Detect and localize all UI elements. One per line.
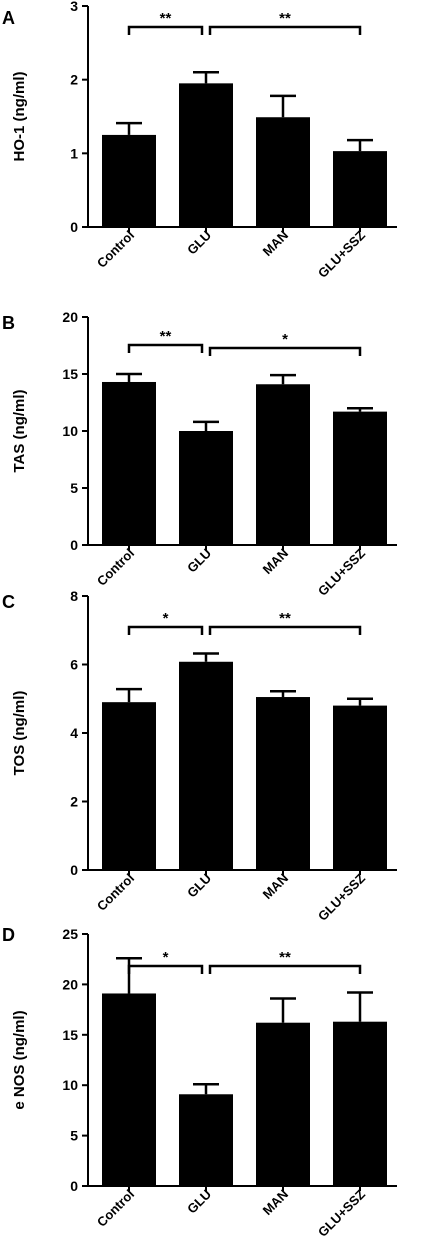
x-tick-label: GLU bbox=[184, 1187, 214, 1217]
y-axis-label: e NOS (ng/ml) bbox=[11, 1010, 28, 1109]
y-tick-label: 2 bbox=[70, 72, 78, 88]
panel-letter: C bbox=[2, 592, 15, 612]
significance-bracket bbox=[208, 964, 362, 974]
y-tick-label: 10 bbox=[62, 423, 78, 439]
bar bbox=[179, 431, 233, 545]
y-tick-label: 5 bbox=[70, 480, 78, 496]
bar bbox=[256, 117, 310, 227]
significance-label: ** bbox=[279, 10, 291, 27]
bar bbox=[256, 1022, 310, 1186]
x-tick-label: MAN bbox=[260, 871, 292, 903]
y-tick-label: 0 bbox=[70, 1178, 78, 1194]
significance-label: ** bbox=[279, 949, 291, 966]
bar bbox=[333, 151, 387, 227]
y-tick-label: 0 bbox=[70, 219, 78, 235]
y-tick-label: 10 bbox=[62, 1077, 78, 1093]
x-tick-label: GLU+SSZ bbox=[315, 227, 368, 280]
significance-bracket bbox=[208, 625, 362, 635]
significance-bracket bbox=[127, 25, 204, 35]
significance-bracket bbox=[127, 625, 204, 635]
panel-a: A HO-1 (ng/ml) 0 1 2 3 Control GLU MAN GLU+SSZ ** *… bbox=[2, 0, 397, 281]
panel-b: B TAS (ng/ml) 0 5 10 15 20 Control GLU MAN GLU+SSZ… bbox=[2, 309, 397, 599]
bar bbox=[256, 384, 310, 545]
y-tick-label: 1 bbox=[70, 145, 78, 161]
y-tick-label: 4 bbox=[70, 725, 78, 741]
y-tick-label: 20 bbox=[62, 976, 78, 992]
x-tick-label: GLU+SSZ bbox=[315, 870, 368, 923]
bar bbox=[102, 134, 156, 227]
x-tick-label: Control bbox=[94, 546, 137, 589]
x-tick-label: GLU bbox=[184, 228, 214, 258]
significance-label: ** bbox=[279, 610, 291, 627]
y-tick-label: 5 bbox=[70, 1128, 78, 1144]
y-tick-label: 20 bbox=[62, 309, 78, 325]
panel-d: De NOS (ng/ml) 0 5 10 15 20 25 Control GLU MAN GLU… bbox=[2, 925, 397, 1240]
y-tick-label: 25 bbox=[62, 926, 78, 942]
significance-label: ** bbox=[160, 10, 172, 27]
x-tick-label: MAN bbox=[260, 546, 292, 578]
panel-letter: B bbox=[2, 313, 15, 333]
y-tick-label: 15 bbox=[62, 366, 78, 382]
x-tick-label: GLU bbox=[184, 546, 214, 576]
significance-label: ** bbox=[160, 328, 172, 345]
y-tick-label: 6 bbox=[70, 657, 78, 673]
x-tick-label: GLU+SSZ bbox=[315, 1186, 368, 1239]
x-tick-label: GLU+SSZ bbox=[315, 545, 368, 598]
significance-bracket bbox=[127, 343, 204, 353]
bar bbox=[333, 411, 387, 545]
y-tick-label: 0 bbox=[70, 537, 78, 553]
significance-bracket bbox=[208, 25, 362, 35]
significance-label: * bbox=[282, 331, 288, 348]
x-tick-label: Control bbox=[94, 871, 137, 914]
panel-letter: D bbox=[2, 925, 15, 945]
y-tick-label: 8 bbox=[70, 588, 78, 604]
bar bbox=[179, 83, 233, 227]
bar bbox=[179, 1094, 233, 1186]
bar bbox=[333, 1021, 387, 1186]
significance-bracket bbox=[127, 964, 204, 974]
significance-bracket bbox=[208, 346, 362, 356]
significance-label: * bbox=[163, 949, 169, 966]
bar bbox=[102, 702, 156, 870]
y-tick-label: 2 bbox=[70, 794, 78, 810]
y-tick-label: 0 bbox=[70, 862, 78, 878]
bar bbox=[333, 705, 387, 870]
x-tick-label: GLU bbox=[184, 871, 214, 901]
x-tick-label: MAN bbox=[260, 1187, 292, 1219]
x-tick-label: Control bbox=[94, 228, 137, 271]
bar bbox=[102, 381, 156, 545]
y-axis-label: TAS (ng/ml) bbox=[11, 389, 28, 472]
y-axis-label: HO-1 (ng/ml) bbox=[11, 72, 28, 162]
panel-letter: A bbox=[2, 8, 15, 28]
y-tick-label: 3 bbox=[70, 0, 78, 14]
y-axis-label: TOS (ng/ml) bbox=[11, 691, 28, 776]
significance-label: * bbox=[163, 610, 169, 627]
bar bbox=[102, 993, 156, 1186]
y-tick-label: 15 bbox=[62, 1027, 78, 1043]
x-tick-label: MAN bbox=[260, 228, 292, 260]
bar bbox=[179, 661, 233, 870]
bar bbox=[256, 697, 310, 870]
x-tick-label: Control bbox=[94, 1187, 137, 1230]
